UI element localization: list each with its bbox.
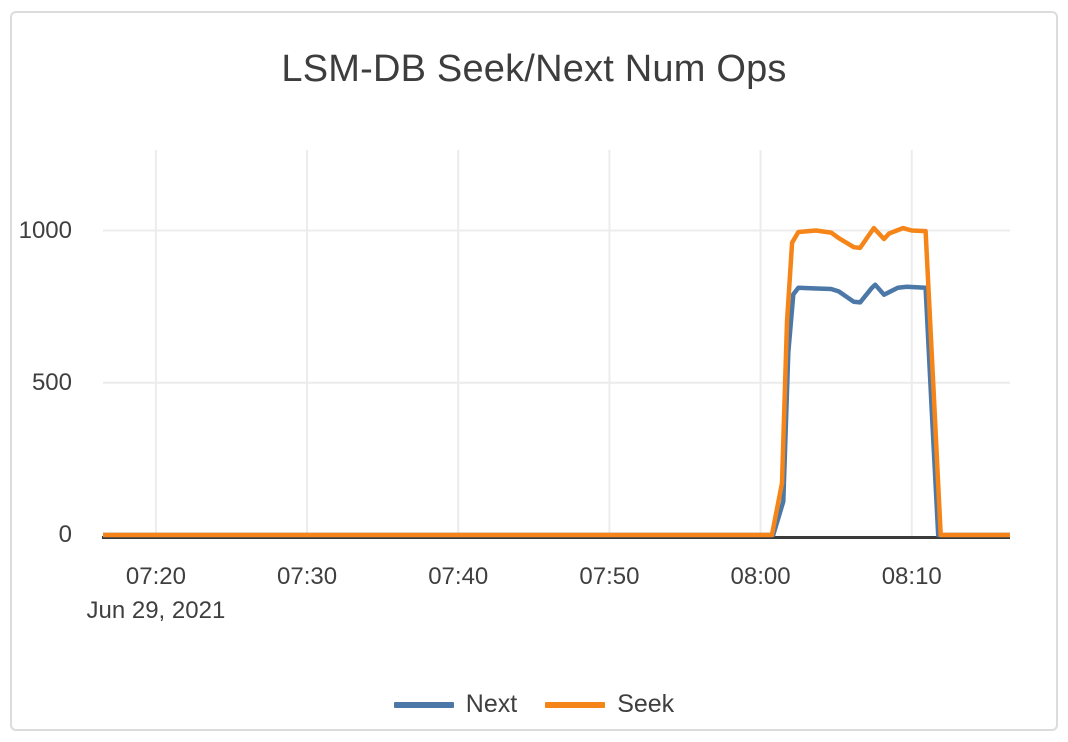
legend-item-seek[interactable]: Seek [545, 690, 674, 719]
legend-label-seek: Seek [617, 690, 675, 718]
x-tick-label-0720: 07:20 [125, 563, 186, 590]
y-tick-label-0: 0 [58, 521, 72, 548]
y-tick-label-500: 500 [31, 368, 72, 396]
x-tick-label-0740: 07:40 [428, 563, 489, 590]
legend-swatch-next-line [393, 701, 454, 708]
legend: Next Seek [0, 690, 1068, 719]
y-tick-label-1000: 1000 [18, 216, 72, 244]
x-axis-date-label: Jun 29, 2021 [86, 597, 226, 624]
x-tick-label-0810: 08:10 [881, 563, 942, 590]
x-tick-label-0800: 08:00 [730, 563, 791, 590]
legend-swatch-seek-line [545, 701, 606, 708]
x-tick-label-0750: 07:50 [579, 563, 640, 590]
series-line-seek [103, 225, 1010, 538]
chart-card-border [10, 11, 1058, 731]
legend-label-next: Next [465, 690, 518, 718]
legend-item-next[interactable]: Next [393, 690, 518, 719]
chart-title: LSM-DB Seek/Next Num Ops [281, 48, 787, 90]
series-line-next [103, 282, 1010, 538]
x-tick-label-0730: 07:30 [277, 563, 338, 590]
